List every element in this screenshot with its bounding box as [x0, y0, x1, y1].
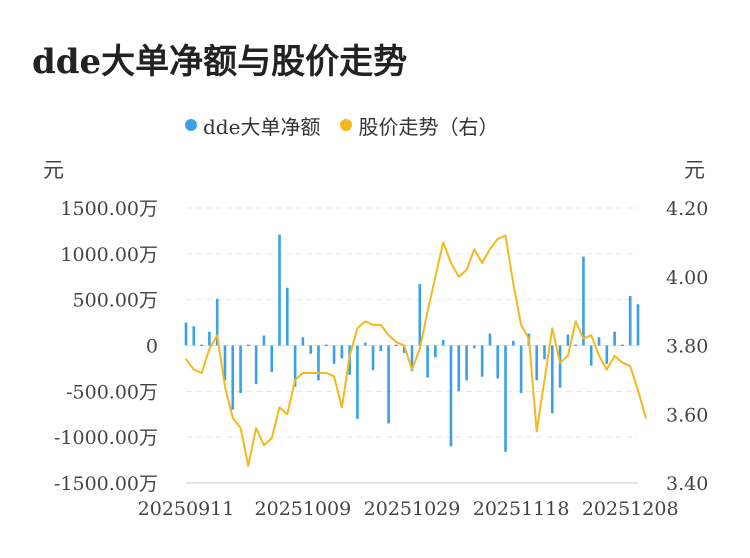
right-tick-label: 3.80	[666, 336, 708, 358]
dde-bar	[465, 345, 468, 381]
dde-bar	[426, 345, 429, 378]
x-tick-label: 20251009	[255, 498, 352, 520]
right-axis-unit: 元	[684, 158, 705, 182]
dde-bar	[410, 345, 414, 372]
dde-bar	[519, 345, 523, 394]
dde-bar	[270, 345, 274, 373]
dde-bar	[301, 337, 305, 346]
dde-bar	[184, 322, 188, 346]
dde-bar	[480, 345, 484, 377]
dde-bar	[286, 287, 289, 346]
dde-bar	[582, 256, 585, 346]
left-tick-label: 0	[146, 336, 158, 358]
dde-bar	[418, 284, 422, 346]
dde-bar	[254, 345, 258, 384]
dde-bar	[379, 345, 383, 351]
right-tick-label: 3.40	[666, 473, 708, 495]
dde-bar	[535, 345, 538, 381]
dde-bar	[512, 340, 515, 346]
price-line	[185, 234, 647, 467]
dde-bar	[504, 345, 507, 452]
dde-bar	[543, 345, 546, 360]
left-tick-label: 1000.00万	[60, 244, 158, 266]
dde-bar	[371, 345, 375, 371]
dde-bar	[247, 344, 250, 347]
right-tick-label: 4.00	[666, 267, 708, 289]
dde-bar	[223, 345, 227, 381]
dde-bar	[566, 334, 570, 346]
dde-bar	[356, 345, 359, 419]
dde-bar	[550, 345, 554, 414]
left-tick-label: -500.00万	[66, 381, 158, 403]
left-tick-label: -1000.00万	[54, 427, 158, 449]
dde-bar	[332, 345, 336, 364]
dde-bar	[558, 345, 562, 388]
chart-title: dde大单净额与股价走势	[32, 42, 408, 82]
legend-label-dde: dde大单净额	[203, 114, 321, 139]
dde-bar	[613, 331, 616, 346]
x-tick-label: 20251118	[473, 498, 570, 520]
dde-bar	[589, 345, 593, 366]
dde-bar	[293, 345, 297, 387]
dde-bar	[449, 345, 453, 447]
dde-bar	[395, 344, 398, 347]
dde-bar	[473, 345, 476, 349]
right-tick-label: 4.20	[666, 198, 708, 220]
dde-bar	[574, 344, 577, 347]
legend-swatch-price	[340, 119, 353, 131]
dde-bar	[387, 345, 390, 424]
dde-bar	[402, 345, 406, 353]
dde-bar	[605, 345, 609, 364]
dde-bar	[278, 234, 281, 346]
legend-swatch-dde	[185, 119, 197, 131]
dde-bar	[200, 344, 203, 347]
legend-label-price: 股价走势（右）	[358, 114, 499, 139]
legend-item-dde[interactable]: dde大单净额	[185, 111, 320, 140]
dde-bar	[215, 298, 219, 346]
dde-bar	[488, 333, 492, 346]
dde-bar	[434, 345, 437, 358]
dde-bar	[457, 345, 461, 392]
dde-bar	[317, 345, 320, 381]
dde-bar	[441, 340, 445, 346]
chart-legend: dde大单净额 股价走势（右）	[185, 110, 498, 140]
dde-bar	[340, 345, 344, 359]
left-tick-label: -1500.00万	[54, 473, 158, 495]
dde-bar	[231, 345, 235, 410]
dde-bar	[309, 345, 312, 354]
dde-bar	[621, 344, 624, 347]
dde-bar	[636, 304, 640, 346]
dde-bar	[363, 342, 367, 346]
dde-bar	[208, 331, 211, 346]
left-tick-label: 1500.00万	[60, 198, 158, 220]
left-tick-label: 500.00万	[73, 290, 158, 312]
dde-bar	[192, 326, 196, 346]
dde-bar	[262, 335, 266, 346]
x-tick-label: 20251029	[364, 498, 461, 520]
x-tick-label: 20251208	[582, 498, 679, 520]
dde-bar	[239, 345, 242, 394]
x-tick-label: 20250911	[138, 498, 235, 520]
legend-item-price[interactable]: 股价走势（右）	[340, 111, 498, 140]
dde-bar	[628, 296, 632, 346]
dde-bar	[324, 344, 328, 347]
right-tick-label: 3.60	[666, 404, 708, 426]
dde-bar	[597, 337, 601, 346]
left-axis-unit: 元	[43, 158, 64, 182]
dde-bar	[496, 345, 500, 379]
